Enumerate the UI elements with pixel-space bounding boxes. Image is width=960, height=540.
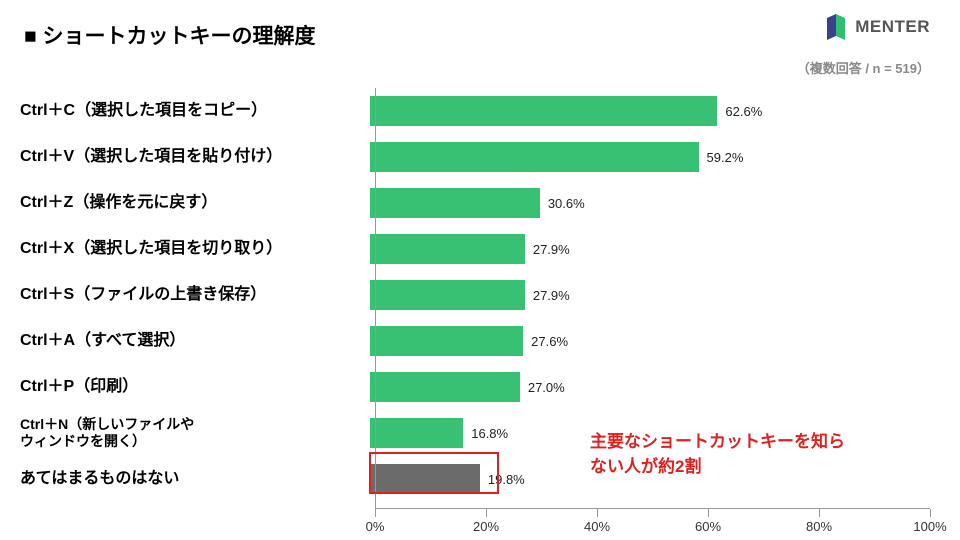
x-tick-label: 60% xyxy=(695,519,721,534)
category-label: Ctrl＋C（選択した項目をコピー） xyxy=(0,101,370,120)
chart-row: Ctrl＋C（選択した項目をコピー） 62.6% xyxy=(0,88,960,134)
callout-highlight-box xyxy=(369,452,499,494)
x-tick-label: 80% xyxy=(806,519,832,534)
bar xyxy=(370,142,699,172)
value-label: 27.0% xyxy=(528,380,565,395)
callout-text: 主要なショートカットキーを知らない人が約2割 xyxy=(590,430,845,479)
category-label: Ctrl＋S（ファイルの上書き保存） xyxy=(0,285,370,304)
logo-text: MENTER xyxy=(855,17,930,37)
chart-row: Ctrl＋X（選択した項目を切り取り） 27.9% xyxy=(0,226,960,272)
bar-track: 30.6% xyxy=(370,180,925,226)
x-tick-label: 20% xyxy=(473,519,499,534)
chart-row: Ctrl＋A（すべて選択） 27.6% xyxy=(0,318,960,364)
chart-row: Ctrl＋S（ファイルの上書き保存） 27.9% xyxy=(0,272,960,318)
x-tick xyxy=(708,509,709,517)
category-label: Ctrl＋N（新しいファイルやウィンドウを開く） xyxy=(0,416,370,450)
brand-logo: MENTER xyxy=(823,14,930,40)
bar xyxy=(370,280,525,310)
bar-track: 27.9% xyxy=(370,272,925,318)
bar xyxy=(370,418,463,448)
category-label: Ctrl＋P（印刷） xyxy=(0,377,370,396)
category-label: Ctrl＋Z（操作を元に戻す） xyxy=(0,193,370,212)
x-tick xyxy=(930,509,931,517)
value-label: 59.2% xyxy=(707,150,744,165)
x-tick xyxy=(819,509,820,517)
chart-row: Ctrl＋Z（操作を元に戻す） 30.6% xyxy=(0,180,960,226)
bar xyxy=(370,96,717,126)
x-axis: 0%20%40%60%80%100% xyxy=(375,508,930,509)
chart-subtitle: （複数回答 / n = 519） xyxy=(797,58,930,77)
value-label: 27.9% xyxy=(533,288,570,303)
category-label: Ctrl＋A（すべて選択） xyxy=(0,331,370,350)
bar xyxy=(370,372,520,402)
x-tick xyxy=(486,509,487,517)
value-label: 16.8% xyxy=(471,426,508,441)
bar-track: 27.6% xyxy=(370,318,925,364)
bar-track: 27.0% xyxy=(370,364,925,410)
category-label: Ctrl＋V（選択した項目を貼り付け） xyxy=(0,147,370,166)
x-tick xyxy=(597,509,598,517)
y-axis xyxy=(375,88,376,508)
value-label: 30.6% xyxy=(548,196,585,211)
value-label: 27.9% xyxy=(533,242,570,257)
category-label: あてはまるものはない xyxy=(0,469,370,488)
value-label: 62.6% xyxy=(725,104,762,119)
bar xyxy=(370,234,525,264)
x-tick xyxy=(375,509,376,517)
x-tick-label: 100% xyxy=(913,519,946,534)
chart-title: ■ ショートカットキーの理解度 xyxy=(24,20,316,50)
x-tick-label: 0% xyxy=(366,519,385,534)
bar xyxy=(370,188,540,218)
value-label: 27.6% xyxy=(531,334,568,349)
bar-track: 27.9% xyxy=(370,226,925,272)
bar xyxy=(370,326,523,356)
category-label: Ctrl＋X（選択した項目を切り取り） xyxy=(0,239,370,258)
bar-track: 59.2% xyxy=(370,134,925,180)
bar-track: 62.6% xyxy=(370,88,925,134)
chart-row: Ctrl＋P（印刷） 27.0% xyxy=(0,364,960,410)
chart-row: Ctrl＋V（選択した項目を貼り付け） 59.2% xyxy=(0,134,960,180)
logo-mark-icon xyxy=(823,14,849,40)
x-tick-label: 40% xyxy=(584,519,610,534)
